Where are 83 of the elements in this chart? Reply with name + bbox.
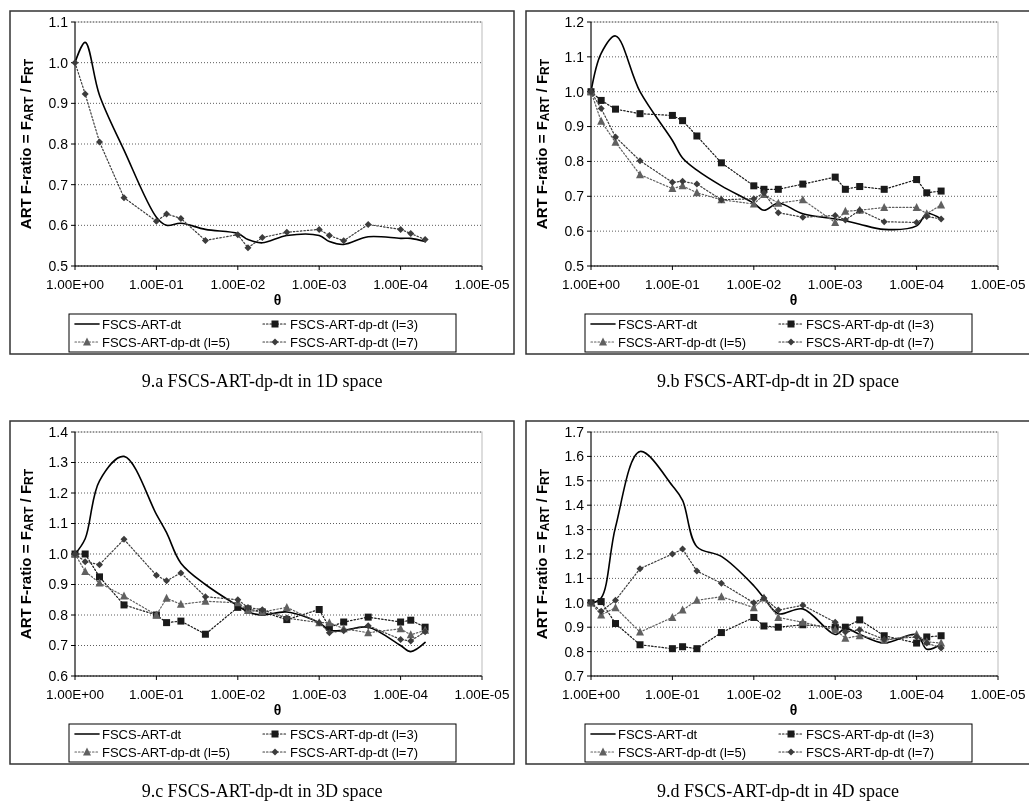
x-axis-title: θ bbox=[273, 702, 282, 718]
y-tick-label: 1.3 bbox=[48, 454, 69, 471]
legend-label: FSCS-ART-dt bbox=[618, 726, 698, 742]
x-tick-label: 1.00E+00 bbox=[45, 277, 105, 292]
y-tick-label: 0.6 bbox=[564, 223, 585, 240]
y-tick-label: 0.9 bbox=[564, 118, 585, 135]
y-tick-label: 1.0 bbox=[564, 594, 585, 611]
x-tick-label: 1.00E-05 bbox=[454, 687, 510, 702]
y-tick-label: 1.0 bbox=[564, 83, 585, 100]
text: 9.c FSCS-ART-dp-dt in 3D space bbox=[141, 781, 383, 801]
legend-label: FSCS-ART-dp-dt (l=3) bbox=[806, 726, 934, 742]
y-tick-label: 1.5 bbox=[564, 472, 585, 489]
x-tick-label: 1.00E-03 bbox=[807, 277, 863, 292]
x-tick-label: 1.00E-01 bbox=[129, 687, 184, 702]
y-tick-label: 0.8 bbox=[48, 135, 69, 152]
x-tick-label: 1.00E-02 bbox=[726, 687, 782, 702]
legend-label: FSCS-ART-dp-dt (l=5) bbox=[102, 744, 230, 760]
y-tick-label: 1.0 bbox=[48, 54, 69, 71]
y-tick-label: 1.1 bbox=[48, 515, 69, 532]
y-tick-label: 0.7 bbox=[564, 188, 585, 205]
x-tick-label: 1.00E-05 bbox=[970, 687, 1026, 702]
y-tick-label: 1.3 bbox=[564, 521, 585, 538]
x-tick-label: 1.00E-04 bbox=[889, 687, 945, 702]
legend-label: FSCS-ART-dp-dt (l=7) bbox=[806, 744, 934, 760]
y-tick-label: 0.6 bbox=[48, 217, 69, 234]
x-axis-title: θ bbox=[789, 292, 798, 308]
y-tick-label: 0.8 bbox=[564, 153, 585, 170]
y-tick-label: 1.2 bbox=[48, 484, 69, 501]
x-axis-title: θ bbox=[789, 702, 798, 718]
text: 9.b FSCS-ART-dp-dt in 2D space bbox=[657, 371, 899, 391]
x-tick-label: 1.00E-04 bbox=[889, 277, 945, 292]
legend-label: FSCS-ART-dp-dt (l=3) bbox=[290, 316, 418, 332]
y-tick-label: 1.1 bbox=[48, 13, 69, 30]
y-tick-label: 0.7 bbox=[48, 637, 69, 654]
y-tick-label: 1.7 bbox=[564, 423, 585, 440]
y-tick-label: 1.1 bbox=[564, 570, 585, 587]
y-tick-label: 0.9 bbox=[564, 619, 585, 636]
y-tick-label: 0.7 bbox=[564, 667, 585, 684]
text: 9.d FSCS-ART-dp-dt in 4D space bbox=[657, 781, 899, 801]
x-tick-label: 1.00E-05 bbox=[970, 277, 1026, 292]
y-tick-label: 1.6 bbox=[564, 448, 585, 465]
y-tick-label: 0.5 bbox=[48, 257, 69, 274]
y-tick-label: 1.1 bbox=[564, 48, 585, 65]
x-tick-label: 1.00E+00 bbox=[45, 687, 105, 702]
x-tick-label: 1.00E+00 bbox=[561, 277, 621, 292]
y-tick-label: 1.4 bbox=[564, 497, 585, 514]
legend-label: FSCS-ART-dp-dt (l=5) bbox=[618, 744, 746, 760]
x-tick-label: 1.00E-05 bbox=[454, 277, 510, 292]
legend-label: FSCS-ART-dp-dt (l=5) bbox=[618, 334, 746, 350]
legend-label: FSCS-ART-dp-dt (l=5) bbox=[102, 334, 230, 350]
x-tick-label: 1.00E-04 bbox=[373, 277, 429, 292]
x-tick-label: 1.00E-01 bbox=[129, 277, 184, 292]
x-tick-label: 1.00E-04 bbox=[373, 687, 429, 702]
y-tick-label: 0.9 bbox=[48, 576, 69, 593]
legend-label: FSCS-ART-dp-dt (l=7) bbox=[806, 334, 934, 350]
legend-label: FSCS-ART-dt bbox=[618, 316, 698, 332]
y-tick-label: 1.2 bbox=[564, 13, 585, 30]
x-tick-label: 1.00E-02 bbox=[726, 277, 782, 292]
x-tick-label: 1.00E+00 bbox=[561, 687, 621, 702]
x-tick-label: 1.00E-01 bbox=[645, 277, 700, 292]
legend-label: FSCS-ART-dp-dt (l=3) bbox=[290, 726, 418, 742]
legend-label: FSCS-ART-dt bbox=[102, 316, 182, 332]
legend-label: FSCS-ART-dp-dt (l=7) bbox=[290, 334, 418, 350]
y-tick-label: 0.7 bbox=[48, 176, 69, 193]
x-tick-label: 1.00E-03 bbox=[807, 687, 863, 702]
x-tick-label: 1.00E-01 bbox=[645, 687, 700, 702]
y-tick-label: 1.0 bbox=[48, 545, 69, 562]
x-tick-label: 1.00E-02 bbox=[210, 277, 266, 292]
legend-label: FSCS-ART-dt bbox=[102, 726, 182, 742]
y-tick-label: 0.9 bbox=[48, 95, 69, 112]
legend-label: FSCS-ART-dp-dt (l=3) bbox=[806, 316, 934, 332]
x-tick-label: 1.00E-03 bbox=[291, 277, 347, 292]
y-tick-label: 0.8 bbox=[564, 643, 585, 660]
text: 9.a FSCS-ART-dp-dt in 1D space bbox=[141, 371, 383, 391]
x-axis-title: θ bbox=[273, 292, 282, 308]
x-tick-label: 1.00E-02 bbox=[210, 687, 266, 702]
legend-label: FSCS-ART-dp-dt (l=7) bbox=[290, 744, 418, 760]
y-tick-label: 0.8 bbox=[48, 606, 69, 623]
y-tick-label: 0.5 bbox=[564, 257, 585, 274]
y-tick-label: 1.4 bbox=[48, 423, 69, 440]
y-tick-label: 0.6 bbox=[48, 667, 69, 684]
y-tick-label: 1.2 bbox=[564, 545, 585, 562]
x-tick-label: 1.00E-03 bbox=[291, 687, 347, 702]
